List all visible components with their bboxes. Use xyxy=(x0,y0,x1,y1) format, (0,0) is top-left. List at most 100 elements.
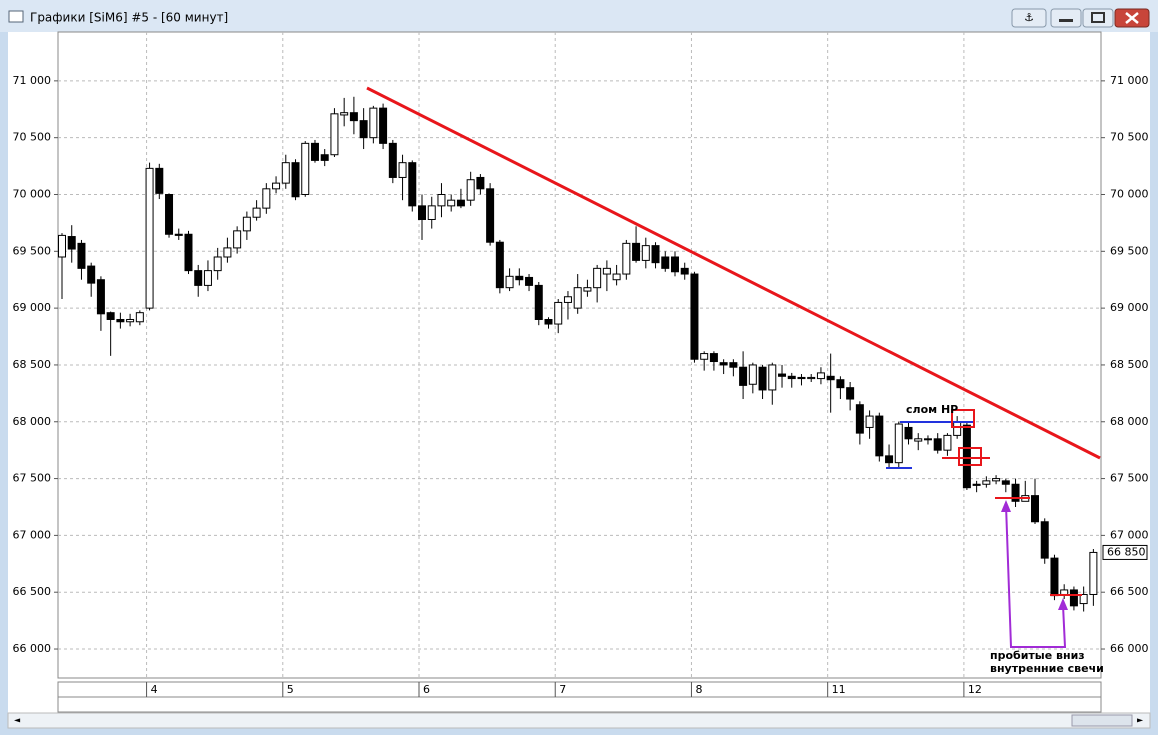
x-tick-label: 5 xyxy=(287,683,294,696)
candle-body xyxy=(408,162,417,207)
last-price-box xyxy=(1102,544,1148,560)
candle-body xyxy=(836,379,845,389)
candle-body xyxy=(525,276,534,286)
empty-band xyxy=(57,696,1102,713)
candle-body xyxy=(476,176,485,190)
candle-body xyxy=(116,318,125,323)
candle-body xyxy=(184,233,193,272)
candle-body xyxy=(593,267,602,289)
candle-body xyxy=(145,167,154,309)
candle-body xyxy=(58,234,66,258)
scroll-thumb[interactable] xyxy=(1071,714,1133,727)
candle-body xyxy=(534,284,543,320)
x-tick-label: 12 xyxy=(968,683,982,696)
candle-body xyxy=(427,205,436,220)
candle-body xyxy=(126,318,135,323)
candle-body xyxy=(505,275,514,289)
candle-body xyxy=(301,142,310,195)
drawings: слом НР пробитые вниз внутренние свечи xyxy=(366,86,1104,675)
date-band xyxy=(57,681,1102,698)
candle-body xyxy=(291,162,300,198)
candle-body xyxy=(233,230,242,249)
candle-body xyxy=(223,247,232,258)
candle-body xyxy=(816,372,825,380)
candle-body xyxy=(495,241,504,289)
candle-body xyxy=(641,245,650,261)
candle-body xyxy=(709,353,718,363)
candle-body xyxy=(1011,483,1020,502)
candle-body xyxy=(456,199,465,207)
candle-body xyxy=(962,424,971,489)
y-tick-label: 70 500 xyxy=(13,131,52,144)
restore-icon xyxy=(1091,12,1105,23)
last-price-label: 66 850 xyxy=(1107,545,1146,558)
candle-body xyxy=(106,312,115,320)
scroll-left[interactable]: ◄ xyxy=(14,716,21,725)
candle-body xyxy=(135,312,144,323)
window-title: Графики [SiM6] #5 - [60 минут] xyxy=(30,11,228,25)
candle-body xyxy=(320,154,329,161)
candle-body xyxy=(174,233,183,236)
scroll-right[interactable]: ► xyxy=(1137,716,1144,725)
arrow-path xyxy=(1005,504,1067,648)
candle-body xyxy=(992,478,1001,482)
candle-body xyxy=(982,480,991,485)
candle-body xyxy=(670,256,679,273)
candle-body xyxy=(914,438,923,442)
y-tick-label: 67 500 xyxy=(1110,472,1149,485)
arrowhead xyxy=(1001,500,1011,512)
x-tick-label: 11 xyxy=(832,683,846,696)
candle-body xyxy=(418,205,427,220)
candle-body xyxy=(379,107,388,144)
close-icon xyxy=(1125,12,1139,24)
candle-body xyxy=(310,142,319,161)
candle-body xyxy=(1001,480,1010,485)
plot-frame xyxy=(57,31,1102,679)
candle-body xyxy=(612,273,621,281)
candle-body xyxy=(67,236,76,250)
candle-body xyxy=(281,162,290,184)
candle-body xyxy=(242,216,251,232)
candle-body xyxy=(1031,495,1039,523)
candle-body xyxy=(807,376,816,380)
candle-body xyxy=(700,353,709,360)
window-icon xyxy=(8,10,24,23)
candle-body xyxy=(203,270,212,286)
arrowhead xyxy=(1058,598,1068,610)
y-tick-label: 66 000 xyxy=(13,642,52,655)
y-tick-label: 71 000 xyxy=(13,74,52,87)
candle-body xyxy=(563,296,572,303)
candle-body xyxy=(680,267,689,275)
y-tick-label: 70 500 xyxy=(1110,131,1149,144)
candle-body xyxy=(388,142,397,178)
annotation: пробитые вниз xyxy=(990,649,1085,662)
y-tick-label: 69 000 xyxy=(13,301,52,314)
restore-button[interactable] xyxy=(1082,8,1114,28)
candle-body xyxy=(340,112,349,116)
candle-body xyxy=(77,242,86,269)
anchor-icon: ⚓ xyxy=(1024,11,1034,24)
minimize-icon xyxy=(1059,19,1073,22)
candle-body xyxy=(573,287,582,309)
scrollbar[interactable] xyxy=(7,712,1151,729)
candle-body xyxy=(1069,589,1078,607)
candle-body xyxy=(515,275,524,281)
candle-body xyxy=(855,404,864,434)
candle-body xyxy=(953,421,962,436)
candle-body xyxy=(622,242,631,275)
y-tick-label: 71 000 xyxy=(1110,74,1149,87)
candle-body xyxy=(729,362,738,368)
highlight-box xyxy=(951,409,975,428)
anchor-button[interactable] xyxy=(1011,8,1047,28)
y-tick-label: 67 500 xyxy=(13,472,52,485)
chart-area xyxy=(8,32,1150,728)
candle-body xyxy=(466,179,475,201)
y-tick-label: 69 500 xyxy=(1110,244,1149,257)
candle-body xyxy=(904,426,913,440)
candle-body xyxy=(262,188,271,209)
candle-body xyxy=(758,366,767,391)
candle-body xyxy=(923,438,932,441)
minimize-button[interactable] xyxy=(1050,8,1082,28)
